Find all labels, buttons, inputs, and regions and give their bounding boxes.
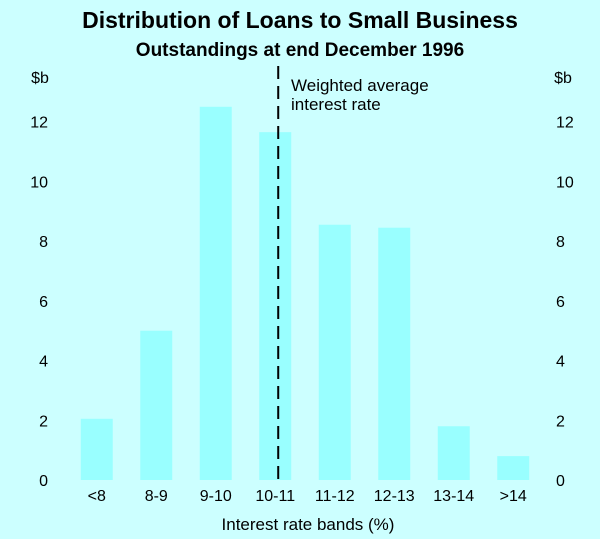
y-tick-right-12: 12 [556,115,574,132]
y-tick-left-10: 10 [30,174,48,191]
x-tick-3: 10-11 [255,488,295,505]
chart-title: Distribution of Loans to Small Business [82,7,518,33]
x-tick-5: 12-13 [374,488,415,505]
y-axis-unit-left: $b [31,70,49,87]
bar-1 [140,330,173,480]
y-tick-right-8: 8 [556,234,565,251]
bar-0 [80,418,113,480]
bar-5 [378,227,411,480]
y-tick-right-6: 6 [556,294,565,311]
annotation-line2: interest rate [291,95,381,114]
x-axis-label: Interest rate bands (%) [222,515,395,534]
y-tick-left-6: 6 [39,294,48,311]
x-tick-0: <8 [88,488,106,505]
bar-2 [199,106,232,481]
y-tick-left-0: 0 [39,473,48,490]
bar-7 [497,456,530,480]
x-tick-7: >14 [500,488,527,505]
y-tick-right-10: 10 [556,174,574,191]
x-ticks-group: <8 8-9 9-10 10-11 11-12 12-13 13-14 >14 [88,488,527,505]
y-tick-left-8: 8 [39,234,48,251]
y-tick-right-0: 0 [556,473,565,490]
y-tick-left-12: 12 [30,115,48,132]
y-axis-unit-right: $b [554,70,572,87]
x-tick-4: 11-12 [315,488,355,505]
bar-4 [318,224,351,480]
x-tick-2: 9-10 [200,488,232,505]
chart-subtitle: Outstandings at end December 1996 [136,40,464,61]
annotation-line1: Weighted average [291,76,429,95]
y-tick-left-2: 2 [39,413,48,430]
y-tick-right-2: 2 [556,413,565,430]
x-tick-1: 8-9 [145,488,168,505]
y-tick-right-4: 4 [556,354,565,371]
y-tick-left-4: 4 [39,354,48,371]
bars-group [80,106,530,481]
bar-3 [259,132,292,480]
y-ticks-group: 0 0 2 2 4 4 6 6 8 8 10 10 12 12 [30,115,574,490]
bar-6 [437,426,470,480]
x-tick-6: 13-14 [433,488,474,505]
